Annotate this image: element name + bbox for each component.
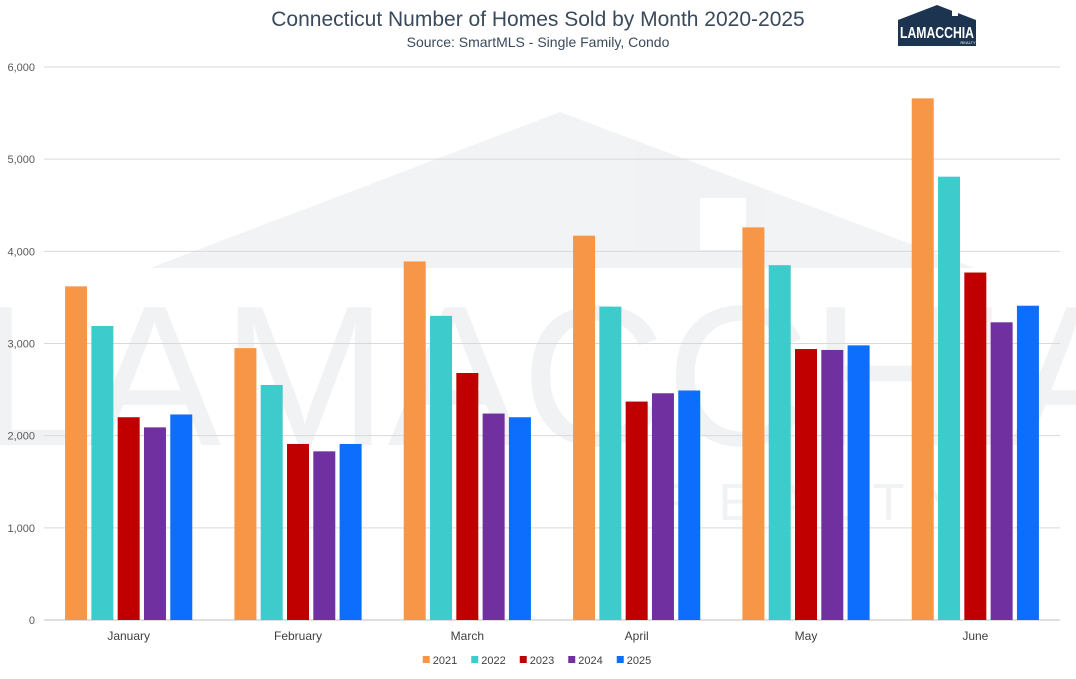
logo-roof bbox=[898, 5, 976, 20]
bar-2022-may bbox=[768, 265, 791, 620]
bar-2021-march bbox=[403, 261, 426, 620]
y-tick-label: 5,000 bbox=[7, 154, 35, 166]
bar-2022-june bbox=[938, 176, 961, 620]
bar-2021-june bbox=[911, 98, 934, 620]
bar-2025-february bbox=[339, 443, 362, 620]
bar-2021-may bbox=[742, 227, 765, 620]
legend-swatch bbox=[519, 656, 527, 663]
x-category-label: March bbox=[451, 629, 484, 643]
bar-2023-february bbox=[287, 443, 309, 620]
watermark-window bbox=[700, 198, 746, 250]
bar-2024-february bbox=[313, 451, 336, 620]
legend-entry: 2021 bbox=[433, 655, 457, 667]
legend-swatch bbox=[568, 656, 576, 663]
bar-2023-january bbox=[117, 417, 140, 620]
bar-2021-february bbox=[234, 348, 257, 620]
watermark: LAMACCHIA REALTY bbox=[0, 112, 1076, 532]
y-axis-ticks: 0 1,000 2,000 3,000 4,000 5,000 6,000 bbox=[7, 62, 35, 627]
y-tick-label: 1,000 bbox=[7, 523, 35, 535]
logo-text: LAMACCHIA bbox=[900, 25, 974, 42]
y-tick-label: 6,000 bbox=[7, 62, 35, 74]
logo-box bbox=[898, 20, 976, 46]
legend-swatch bbox=[422, 656, 430, 663]
bar-2023-march bbox=[456, 372, 479, 620]
y-tick-label: 4,000 bbox=[7, 246, 35, 258]
gridlines bbox=[44, 66, 1060, 621]
bar-2025-march bbox=[508, 417, 531, 620]
y-tick-label: 2,000 bbox=[7, 431, 35, 443]
legend-swatch bbox=[471, 656, 479, 663]
legend-entry: 2023 bbox=[530, 655, 554, 667]
bar-2024-january bbox=[143, 427, 166, 620]
bar-2024-may bbox=[821, 349, 844, 620]
bar-2022-april bbox=[599, 306, 622, 620]
bar-2025-june bbox=[1016, 305, 1039, 620]
bar-2022-february bbox=[260, 384, 283, 620]
legend-entry: 2024 bbox=[578, 655, 602, 667]
bar-2023-june bbox=[964, 272, 987, 620]
watermark-house-roof bbox=[150, 112, 975, 268]
logo: LAMACCHIA REALTY bbox=[898, 5, 976, 46]
legend-entry: 2025 bbox=[627, 655, 651, 667]
bar-2023-may bbox=[795, 349, 817, 620]
y-tick-label: 0 bbox=[29, 615, 35, 627]
bar-2022-january bbox=[91, 325, 114, 620]
x-axis-categories: January February March April May June bbox=[107, 629, 988, 643]
x-category-label: January bbox=[107, 629, 150, 643]
logo-sub: REALTY bbox=[960, 40, 976, 45]
x-category-label: April bbox=[625, 629, 649, 643]
legend-entry: 2022 bbox=[481, 655, 505, 667]
logo-window-icon bbox=[952, 10, 958, 16]
bar-2025-april bbox=[678, 390, 701, 620]
legend: 2021 2022 2023 2024 2025 bbox=[422, 655, 651, 667]
bar-2023-april bbox=[625, 401, 648, 620]
bar-2022-march bbox=[430, 315, 453, 620]
bar-2025-may bbox=[847, 345, 870, 620]
chart-subtitle: Source: SmartMLS - Single Family, Condo bbox=[407, 34, 670, 50]
bar-2024-june bbox=[990, 322, 1013, 620]
bar-2021-january bbox=[65, 286, 88, 620]
x-category-label: February bbox=[274, 629, 322, 643]
x-category-label: May bbox=[795, 629, 818, 643]
bar-2021-april bbox=[573, 235, 596, 621]
bars bbox=[65, 98, 1039, 621]
bar-2024-march bbox=[482, 413, 505, 620]
bar-2025-january bbox=[170, 414, 193, 620]
legend-swatch bbox=[616, 656, 624, 663]
chart-title: Connecticut Number of Homes Sold by Mont… bbox=[271, 8, 804, 31]
y-tick-label: 3,000 bbox=[7, 339, 35, 351]
bar-2024-april bbox=[651, 393, 674, 620]
x-category-label: June bbox=[962, 629, 988, 643]
